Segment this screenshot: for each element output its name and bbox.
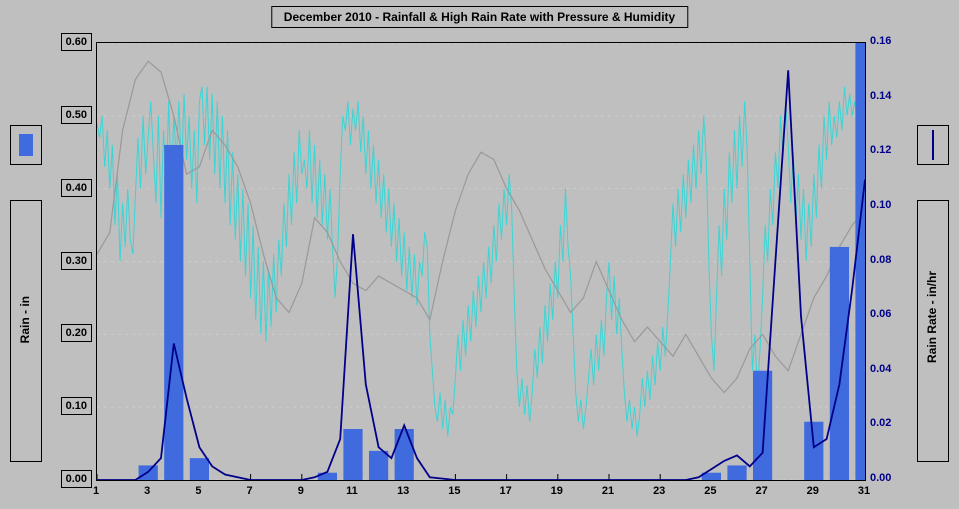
x-tick-label: 5 [188, 485, 208, 497]
x-tick-label: 25 [700, 485, 720, 497]
x-tick-label: 15 [444, 485, 464, 497]
plot-area [96, 42, 866, 481]
right-tick-label: 0.12 [870, 144, 891, 156]
left-tick-label: 0.20 [61, 324, 92, 342]
left-tick-label: 0.10 [61, 397, 92, 415]
x-tick-label: 17 [496, 485, 516, 497]
x-tick-label: 1 [86, 485, 106, 497]
plot-svg [97, 43, 865, 480]
x-tick-label: 7 [240, 485, 260, 497]
x-tick-label: 29 [803, 485, 823, 497]
right-tick-label: 0.16 [870, 35, 891, 47]
x-tick-label: 19 [547, 485, 567, 497]
x-tick-label: 11 [342, 485, 362, 497]
x-tick-label: 23 [649, 485, 669, 497]
bar-swatch-fill [19, 134, 33, 156]
left-axis-panel: Rain - in [10, 200, 42, 462]
x-tick-label: 13 [393, 485, 413, 497]
chart-title: December 2010 - Rainfall & High Rain Rat… [271, 6, 688, 28]
right-tick-label: 0.10 [870, 199, 891, 211]
right-tick-label: 0.02 [870, 417, 891, 429]
x-tick-label: 31 [854, 485, 874, 497]
rate-swatch-line [918, 126, 948, 164]
right-tick-label: 0.04 [870, 363, 891, 375]
x-tick-label: 9 [291, 485, 311, 497]
right-tick-label: 0.14 [870, 90, 891, 102]
left-tick-label: 0.40 [61, 179, 92, 197]
right-tick-label: 0.00 [870, 472, 891, 484]
right-tick-label: 0.08 [870, 254, 891, 266]
legend-bar-swatch [10, 125, 42, 165]
x-tick-label: 21 [598, 485, 618, 497]
left-tick-label: 0.30 [61, 252, 92, 270]
right-axis-label: Rain Rate - in/hr [925, 271, 939, 363]
left-axis-label: Rain - in [18, 296, 32, 343]
x-tick-label: 27 [752, 485, 772, 497]
legend-rate-swatch [917, 125, 949, 165]
right-axis-panel: Rain Rate - in/hr [917, 200, 949, 462]
right-tick-label: 0.06 [870, 308, 891, 320]
left-tick-label: 0.50 [61, 106, 92, 124]
left-tick-label: 0.60 [61, 33, 92, 51]
chart-container: December 2010 - Rainfall & High Rain Rat… [0, 0, 959, 509]
x-tick-label: 3 [137, 485, 157, 497]
